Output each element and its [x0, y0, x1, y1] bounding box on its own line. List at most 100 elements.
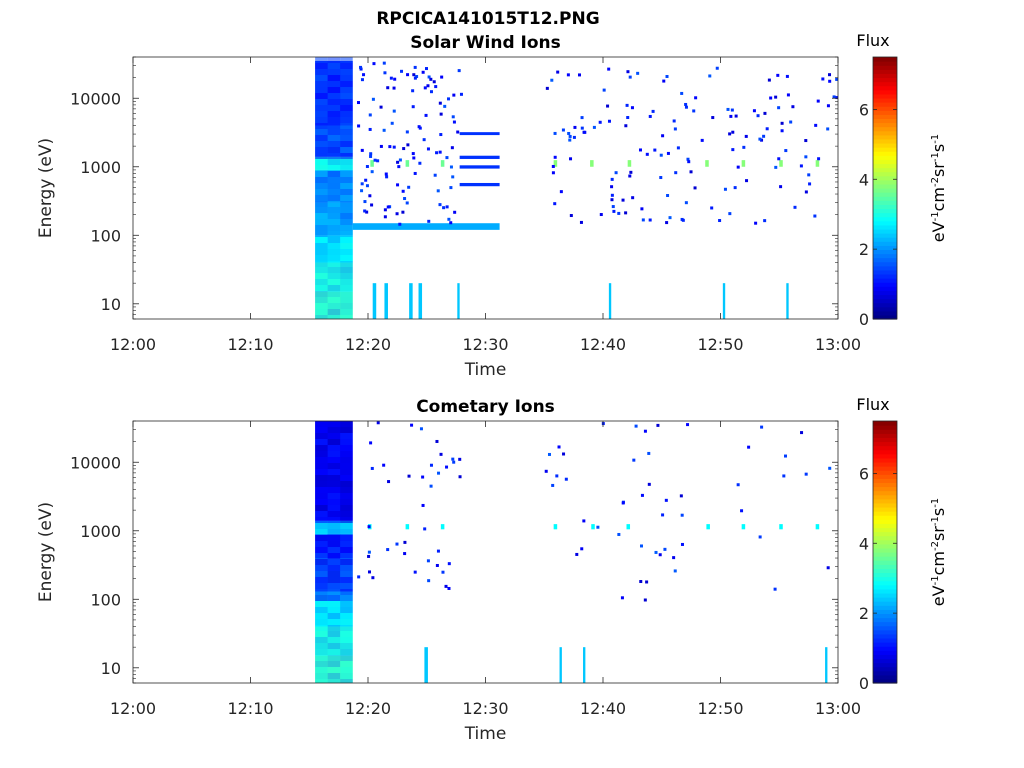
sw-flux-cell	[786, 283, 789, 319]
com-flux-pixel	[632, 458, 636, 462]
figure-title: RPCICA141015T12.PNG	[376, 9, 599, 29]
com-burst-pixel	[315, 649, 328, 655]
com-colorbar-swatch	[873, 637, 897, 643]
sw-flux-cell	[409, 283, 413, 319]
sw-flux-pixel	[360, 148, 364, 152]
sw-flux-pixel	[694, 96, 698, 100]
com-flux-pixel	[773, 587, 777, 591]
sw-flux-pixel	[624, 124, 628, 128]
sw-colorbar-swatch	[873, 130, 897, 136]
sw-flux-cell	[741, 160, 746, 167]
sw-colorbar-swatch	[873, 138, 897, 144]
sw-flux-pixel	[579, 220, 583, 224]
sw-flux-pixel	[360, 189, 364, 193]
sw-burst-pixel	[340, 171, 353, 177]
sw-burst-pixel	[315, 111, 328, 117]
sw-flux-pixel	[453, 210, 457, 214]
sw-flux-pixel	[821, 77, 825, 81]
sw-flux-pixel	[398, 222, 402, 226]
sw-burst-pixel	[327, 315, 341, 319]
sw-flux-pixel	[661, 134, 665, 138]
sw-colorbar-swatch	[873, 188, 897, 193]
sw-flux-pixel	[602, 88, 606, 92]
sw-burst-pixel	[340, 93, 353, 99]
sw-flux-pixel	[765, 127, 769, 131]
sw-burst-pixel	[315, 123, 328, 129]
sw-burst-pixel	[340, 207, 353, 213]
sw-burst-pixel	[327, 279, 341, 285]
com-burst-pixel	[327, 553, 341, 559]
sw-flux-pixel	[630, 106, 634, 110]
sw-flux-pixel	[429, 77, 433, 81]
com-burst-pixel	[340, 601, 353, 607]
com-y-tick-label: 100	[90, 590, 121, 609]
com-burst-pixel	[340, 487, 353, 493]
sw-flux-pixel	[651, 109, 655, 113]
com-flux-cell	[405, 524, 410, 530]
com-flux-pixel	[672, 556, 676, 560]
sw-flux-pixel	[435, 151, 439, 155]
sw-colorbar-swatch	[873, 77, 897, 83]
com-flux-pixel	[426, 559, 430, 563]
com-flux-pixel	[436, 549, 440, 553]
sw-burst-pixel	[340, 255, 353, 261]
sw-flux-cell	[722, 283, 726, 319]
sw-flux-pixel	[567, 131, 571, 135]
com-colorbar-swatch	[873, 486, 897, 492]
com-burst-pixel	[340, 643, 353, 649]
sw-colorbar-swatch	[873, 269, 897, 275]
sw-burst-pixel	[315, 171, 328, 177]
sw-colorbar-swatch	[873, 81, 897, 87]
sw-burst-pixel	[315, 255, 328, 261]
sw-colorbar-swatch	[873, 85, 897, 91]
com-burst-pixel	[315, 529, 328, 535]
sw-flux-pixel	[636, 71, 640, 75]
sw-heatmap	[315, 57, 838, 319]
com-flux-pixel	[640, 493, 644, 497]
com-burst-pixel	[340, 619, 353, 625]
sw-burst-pixel	[315, 63, 328, 69]
com-burst-pixel	[340, 607, 353, 613]
com-burst-pixel	[315, 493, 328, 499]
com-burst-pixel	[340, 613, 353, 619]
com-burst-pixel	[327, 661, 341, 667]
sw-colorbar-swatch	[873, 310, 897, 316]
sw-burst-pixel	[327, 165, 341, 171]
sw-flux-pixel	[427, 219, 431, 223]
sw-flux-pixel	[684, 201, 688, 205]
com-colorbar-swatch	[873, 490, 897, 496]
com-burst-pixel	[315, 451, 328, 457]
sw-flux-pixel	[427, 75, 431, 79]
com-flux-pixel	[367, 554, 371, 558]
sw-colorbar-swatch	[873, 273, 897, 279]
com-burst-pixel	[327, 643, 341, 649]
sw-flux-pixel	[440, 75, 444, 79]
com-colorbar-swatch	[873, 654, 897, 660]
com-burst-pixel	[327, 475, 341, 481]
sw-burst-pixel	[315, 159, 328, 165]
com-colorbar-tick-label: 4	[859, 534, 869, 553]
sw-flux-pixel	[684, 105, 688, 109]
sw-burst-pixel	[315, 129, 328, 135]
com-burst-pixel	[340, 523, 353, 529]
com-x-tick-label: 12:10	[227, 699, 273, 718]
com-burst-pixel	[315, 595, 328, 601]
com-colorbar-swatch	[873, 564, 897, 569]
sw-burst-pixel	[340, 117, 353, 123]
com-colorbar-swatch	[873, 511, 897, 516]
com-burst-pixel	[327, 673, 341, 679]
com-colorbar-swatch	[873, 621, 897, 627]
com-burst-pixel	[327, 637, 341, 643]
com-colorbar-swatch	[873, 437, 897, 443]
sw-burst-pixel	[327, 213, 341, 219]
sw-flux-pixel	[676, 146, 680, 150]
sw-colorbar-swatch	[873, 253, 897, 259]
com-colorbar-swatch	[873, 531, 897, 537]
com-flux-pixel	[447, 562, 451, 566]
com-burst-pixel	[315, 541, 328, 547]
sw-flux-pixel	[659, 176, 663, 180]
com-flux-pixel	[421, 475, 425, 479]
sw-colorbar-swatch	[873, 302, 897, 308]
com-flux-pixel	[740, 509, 744, 513]
